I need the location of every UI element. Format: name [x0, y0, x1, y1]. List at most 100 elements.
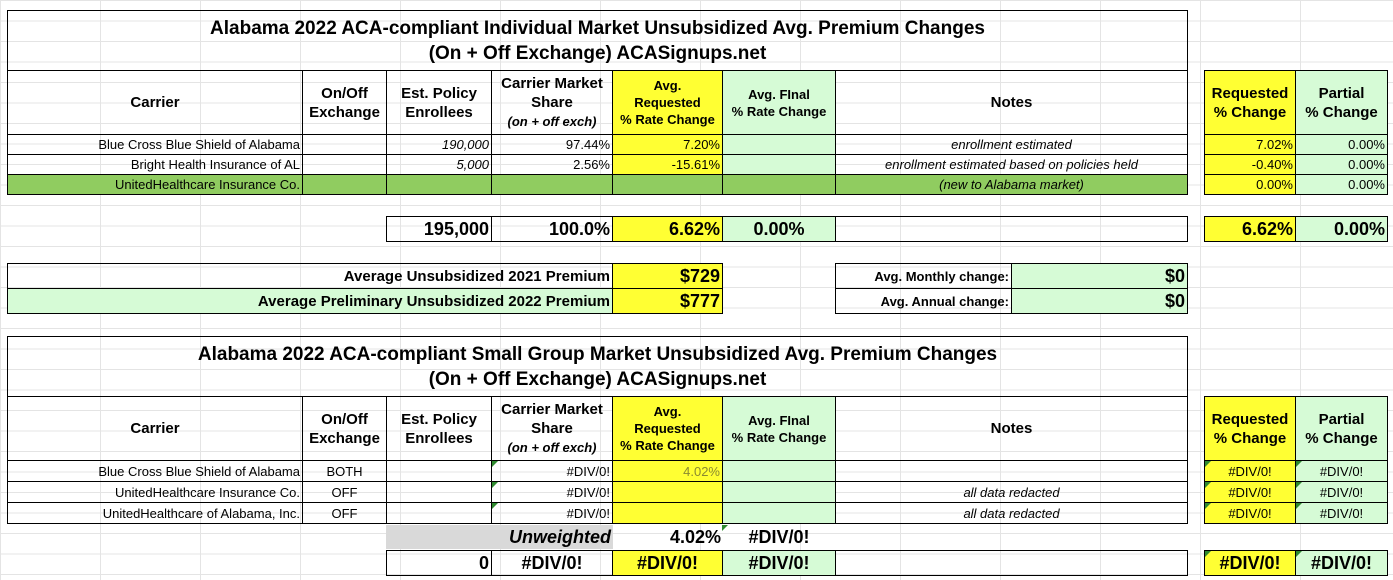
individual-row3-enrollees[interactable]	[386, 174, 492, 195]
sg-row1-partial[interactable]: #DIV/0!	[1295, 460, 1388, 482]
sg-row3-onoff[interactable]: OFF	[302, 502, 387, 524]
individual-row2-carrier[interactable]: Bright Health Insurance of AL	[7, 154, 303, 175]
individual-row2-share[interactable]: 2.56%	[491, 154, 613, 175]
individual-total-enrollees[interactable]: 195,000	[386, 216, 492, 242]
individual-total-final[interactable]: 0.00%	[722, 216, 836, 242]
individual-row3-onoff[interactable]	[302, 174, 387, 195]
unweighted-final[interactable]: #DIV/0!	[722, 525, 836, 549]
header-share[interactable]: Carrier Market Share (on + off exch)	[491, 70, 613, 135]
sg-row3-final[interactable]	[722, 502, 836, 524]
sg-row2-enrollees[interactable]	[386, 481, 492, 503]
sg-row2-carrier[interactable]: UnitedHealthcare Insurance Co.	[7, 481, 303, 503]
sg-total-requested[interactable]: #DIV/0!	[612, 550, 723, 576]
sg-row2-onoff[interactable]: OFF	[302, 481, 387, 503]
sg-row3-requested[interactable]	[612, 502, 723, 524]
sg-row3-carrier[interactable]: UnitedHealthcare of Alabama, Inc.	[7, 502, 303, 524]
sg-row2-req-change[interactable]: #DIV/0!	[1204, 481, 1296, 503]
sg-header-requested-change[interactable]: Requested % Change	[1204, 396, 1296, 461]
header-onoff[interactable]: On/Off Exchange	[302, 70, 387, 135]
sg-row1-enrollees[interactable]	[386, 460, 492, 482]
individual-row3-requested[interactable]	[612, 174, 723, 195]
individual-row2-partial[interactable]: 0.00%	[1295, 154, 1388, 175]
header-final-line2: % Rate Change	[731, 103, 827, 119]
individual-row2-enrollees[interactable]: 5,000	[386, 154, 492, 175]
unweighted-requested[interactable]: 4.02%	[669, 526, 721, 547]
header-enrollees[interactable]: Est. Policy Enrollees	[386, 70, 492, 135]
sg-total-share[interactable]: #DIV/0!	[491, 550, 613, 576]
individual-row3-req-change[interactable]: 0.00%	[1204, 174, 1296, 195]
individual-total-partial[interactable]: 0.00%	[1295, 216, 1388, 242]
premium-2022-value[interactable]: $777	[612, 288, 723, 314]
individual-row3-carrier[interactable]: UnitedHealthcare Insurance Co.	[7, 174, 303, 195]
individual-row3-final[interactable]	[722, 174, 836, 195]
sg-row2-final[interactable]	[722, 481, 836, 503]
premium-2021-value[interactable]: $729	[612, 263, 723, 289]
individual-row1-notes[interactable]: enrollment estimated	[835, 134, 1188, 155]
header-carrier[interactable]: Carrier	[7, 70, 303, 135]
sg-row1-share[interactable]: #DIV/0!	[491, 460, 613, 482]
individual-total-notes[interactable]	[835, 216, 1188, 242]
individual-total-share[interactable]: 100.0%	[491, 216, 613, 242]
header-notes[interactable]: Notes	[835, 70, 1188, 135]
sg-row3-partial[interactable]: #DIV/0!	[1295, 502, 1388, 524]
header-partial-change[interactable]: Partial % Change	[1295, 70, 1388, 135]
individual-row2-requested[interactable]: -15.61%	[612, 154, 723, 175]
sg-header-partial-line2: % Change	[1305, 429, 1378, 447]
sg-total-final[interactable]: #DIV/0!	[722, 550, 836, 576]
sg-row2-partial[interactable]: #DIV/0!	[1295, 481, 1388, 503]
sg-header-final[interactable]: Avg. FInal % Rate Change	[722, 396, 836, 461]
sg-row3-share[interactable]: #DIV/0!	[491, 502, 613, 524]
individual-row1-requested[interactable]: 7.20%	[612, 134, 723, 155]
premium-2021-label[interactable]: Average Unsubsidized 2021 Premium	[7, 263, 613, 289]
individual-row1-req-change[interactable]: 7.02%	[1204, 134, 1296, 155]
individual-row2-notes[interactable]: enrollment estimated based on policies h…	[835, 154, 1188, 175]
individual-row2-req-change[interactable]: -0.40%	[1204, 154, 1296, 175]
sg-header-enrollees[interactable]: Est. Policy Enrollees	[386, 396, 492, 461]
sg-header-onoff[interactable]: On/Off Exchange	[302, 396, 387, 461]
sg-total-notes[interactable]	[835, 550, 1188, 576]
sg-total-req-change[interactable]: #DIV/0!	[1204, 550, 1296, 576]
header-requested[interactable]: Avg. Requested % Rate Change	[612, 70, 723, 135]
sg-header-notes[interactable]: Notes	[835, 396, 1188, 461]
sg-header-partial-change[interactable]: Partial % Change	[1295, 396, 1388, 461]
individual-row1-partial[interactable]: 0.00%	[1295, 134, 1388, 155]
individual-row1-final[interactable]	[722, 134, 836, 155]
sg-row2-requested[interactable]	[612, 481, 723, 503]
sg-row1-carrier[interactable]: Blue Cross Blue Shield of Alabama	[7, 460, 303, 482]
annual-change-label[interactable]: Avg. Annual change:	[835, 288, 1012, 314]
header-requested-change[interactable]: Requested % Change	[1204, 70, 1296, 135]
sg-row1-requested[interactable]: 4.02%	[612, 460, 723, 482]
sg-row1-req-change[interactable]: #DIV/0!	[1204, 460, 1296, 482]
sg-total-enrollees[interactable]: 0	[386, 550, 492, 576]
individual-row2-onoff[interactable]	[302, 154, 387, 175]
individual-total-req-change[interactable]: 6.62%	[1204, 216, 1296, 242]
individual-row3-notes[interactable]: (new to Alabama market)	[835, 174, 1188, 195]
individual-row2-final[interactable]	[722, 154, 836, 175]
sg-row3-req-change[interactable]: #DIV/0!	[1204, 502, 1296, 524]
sg-row1-onoff[interactable]: BOTH	[302, 460, 387, 482]
sg-row1-notes[interactable]	[835, 460, 1188, 482]
monthly-change-label[interactable]: Avg. Monthly change:	[835, 263, 1012, 289]
individual-row3-partial[interactable]: 0.00%	[1295, 174, 1388, 195]
sg-header-requested[interactable]: Avg. Requested % Rate Change	[612, 396, 723, 461]
monthly-change-value[interactable]: $0	[1011, 263, 1188, 289]
header-final[interactable]: Avg. FInal % Rate Change	[722, 70, 836, 135]
individual-row3-share[interactable]	[491, 174, 613, 195]
premium-2022-label[interactable]: Average Preliminary Unsubsidized 2022 Pr…	[7, 288, 613, 314]
individual-row1-onoff[interactable]	[302, 134, 387, 155]
sg-row1-final[interactable]	[722, 460, 836, 482]
sg-row3-enrollees[interactable]	[386, 502, 492, 524]
individual-row1-enrollees[interactable]: 190,000	[386, 134, 492, 155]
sg-row2-share[interactable]: #DIV/0!	[491, 481, 613, 503]
unweighted-label[interactable]: Unweighted	[386, 525, 613, 549]
individual-row1-share[interactable]: 97.44%	[491, 134, 613, 155]
sg-row2-notes[interactable]: all data redacted	[835, 481, 1188, 503]
individual-total-requested[interactable]: 6.62%	[612, 216, 723, 242]
annual-change-value[interactable]: $0	[1011, 288, 1188, 314]
sg-header-share[interactable]: Carrier Market Share (on + off exch)	[491, 396, 613, 461]
sg-total-partial[interactable]: #DIV/0!	[1295, 550, 1388, 576]
sg-header-carrier[interactable]: Carrier	[7, 396, 303, 461]
sg-row3-notes[interactable]: all data redacted	[835, 502, 1188, 524]
individual-row1-carrier[interactable]: Blue Cross Blue Shield of Alabama	[7, 134, 303, 155]
